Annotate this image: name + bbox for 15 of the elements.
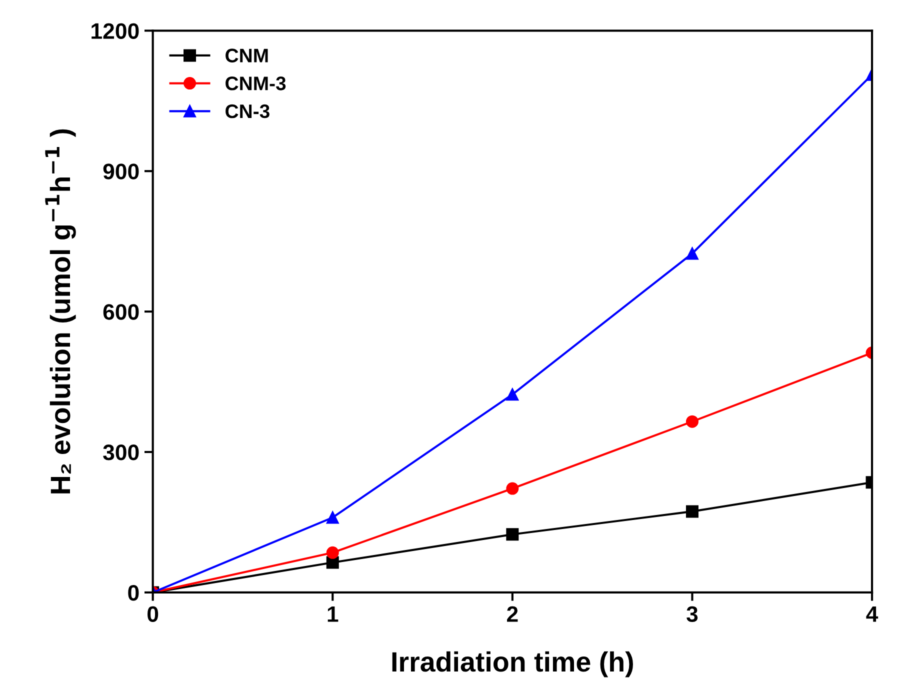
y-tick-label: 1200: [92, 23, 139, 39]
x-tick-label: 1: [328, 606, 338, 622]
y-tick-label: 900: [103, 164, 139, 180]
x-tick-label: 3: [686, 606, 698, 622]
x-tick-label: 2: [507, 606, 518, 622]
y-axis-title: H₂ evolution (umol g$^{−1}$h$^{−1}$ ): [45, 129, 76, 494]
x-axis-title: Irradiation time (h): [392, 651, 633, 678]
legend-label: CNM-3: [226, 76, 286, 90]
x-tick-label: 0: [148, 606, 158, 622]
y-tick-label: 0: [128, 584, 139, 601]
legend-label: CNM: [226, 48, 268, 62]
legend-label: CN-3: [226, 104, 270, 118]
y-tick-label: 300: [103, 444, 139, 460]
x-tick-label: 4: [866, 606, 878, 622]
y-tick-label: 600: [103, 304, 139, 320]
